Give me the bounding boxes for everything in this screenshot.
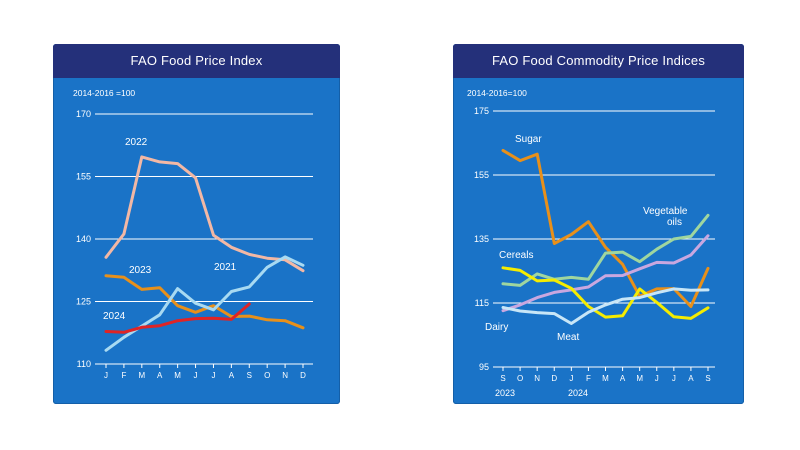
label-vegetable-oils-line2: oils: [667, 217, 682, 228]
chart-title: FAO Food Price Index: [53, 44, 340, 78]
base-period-note: 2014-2016=100: [467, 88, 527, 98]
x-tick-label: M: [636, 374, 643, 383]
label-2023: 2023: [129, 265, 152, 276]
fao-food-price-index-panel: FAO Food Price Index 2014-2016 =100 2022…: [53, 44, 340, 404]
label-2021: 2021: [214, 262, 237, 273]
series-line-2023: [104, 274, 305, 330]
x-tick-label: J: [194, 371, 198, 380]
y-tick-label: 110: [77, 359, 91, 369]
x-tick-label: M: [138, 371, 145, 380]
x-tick-label: J: [211, 371, 215, 380]
x-tick-label: A: [229, 371, 235, 380]
series-line-sugar: [501, 148, 710, 308]
y-tick-label: 155: [76, 172, 91, 182]
x-tick-label: A: [157, 371, 163, 380]
x-tick-label: M: [602, 374, 609, 383]
x-tick-label: D: [551, 374, 557, 383]
x-tick-label: D: [300, 371, 306, 380]
x-tick-label: S: [705, 374, 710, 383]
x-tick-label: A: [688, 374, 694, 383]
x-tick-label: O: [264, 371, 270, 380]
y-tick-label: 155: [474, 170, 489, 180]
x-tick-label: J: [104, 371, 108, 380]
x-tick-label: O: [517, 374, 523, 383]
label-meat: Meat: [557, 332, 579, 343]
year-label-2024: 2024: [568, 388, 588, 398]
series-line-vegetable-oils: [501, 213, 710, 287]
y-tick-label: 175: [474, 106, 489, 116]
y-tick-label: 140: [76, 234, 91, 244]
x-tick-label: N: [282, 371, 288, 380]
x-tick-label: A: [620, 374, 626, 383]
series-line-dairy: [501, 287, 710, 325]
y-tick-label: 125: [76, 297, 91, 307]
label-vegetable-oils-line1: Vegetable: [643, 206, 688, 217]
label-2022: 2022: [125, 137, 148, 148]
y-tick-label: 135: [474, 234, 489, 244]
fao-commodity-price-indices-panel: FAO Food Commodity Price Indices 2014-20…: [453, 44, 744, 404]
x-tick-label: F: [121, 371, 126, 380]
label-dairy: Dairy: [485, 322, 508, 333]
series-line-2024: [104, 302, 251, 334]
food-price-index-chart: 2022 2023 2021 2024 170 155 140 125 110 J F M A M…: [76, 109, 313, 380]
x-tick-label: J: [672, 374, 676, 383]
label-sugar: Sugar: [515, 134, 542, 145]
series-line-meat: [501, 234, 710, 313]
y-tick-label: 115: [475, 298, 489, 308]
base-period-note: 2014-2016 =100: [73, 88, 136, 98]
x-tick-label: J: [655, 374, 659, 383]
x-tick-label: J: [569, 374, 573, 383]
y-tick-label: 95: [479, 362, 489, 372]
chart-title: FAO Food Commodity Price Indices: [453, 44, 744, 78]
label-2024: 2024: [103, 311, 126, 322]
series-line-cereals: [501, 266, 710, 320]
x-tick-label: S: [247, 371, 252, 380]
x-tick-label: S: [500, 374, 505, 383]
label-cereals: Cereals: [499, 250, 533, 261]
x-tick-label: N: [534, 374, 540, 383]
year-label-2023: 2023: [495, 388, 515, 398]
commodity-price-indices-chart: Sugar Vegetable oils Cereals Dairy Meat …: [474, 106, 715, 398]
y-tick-label: 170: [76, 109, 91, 119]
series-line-2022: [104, 155, 305, 273]
x-tick-label: F: [586, 374, 591, 383]
x-tick-label: M: [174, 371, 181, 380]
